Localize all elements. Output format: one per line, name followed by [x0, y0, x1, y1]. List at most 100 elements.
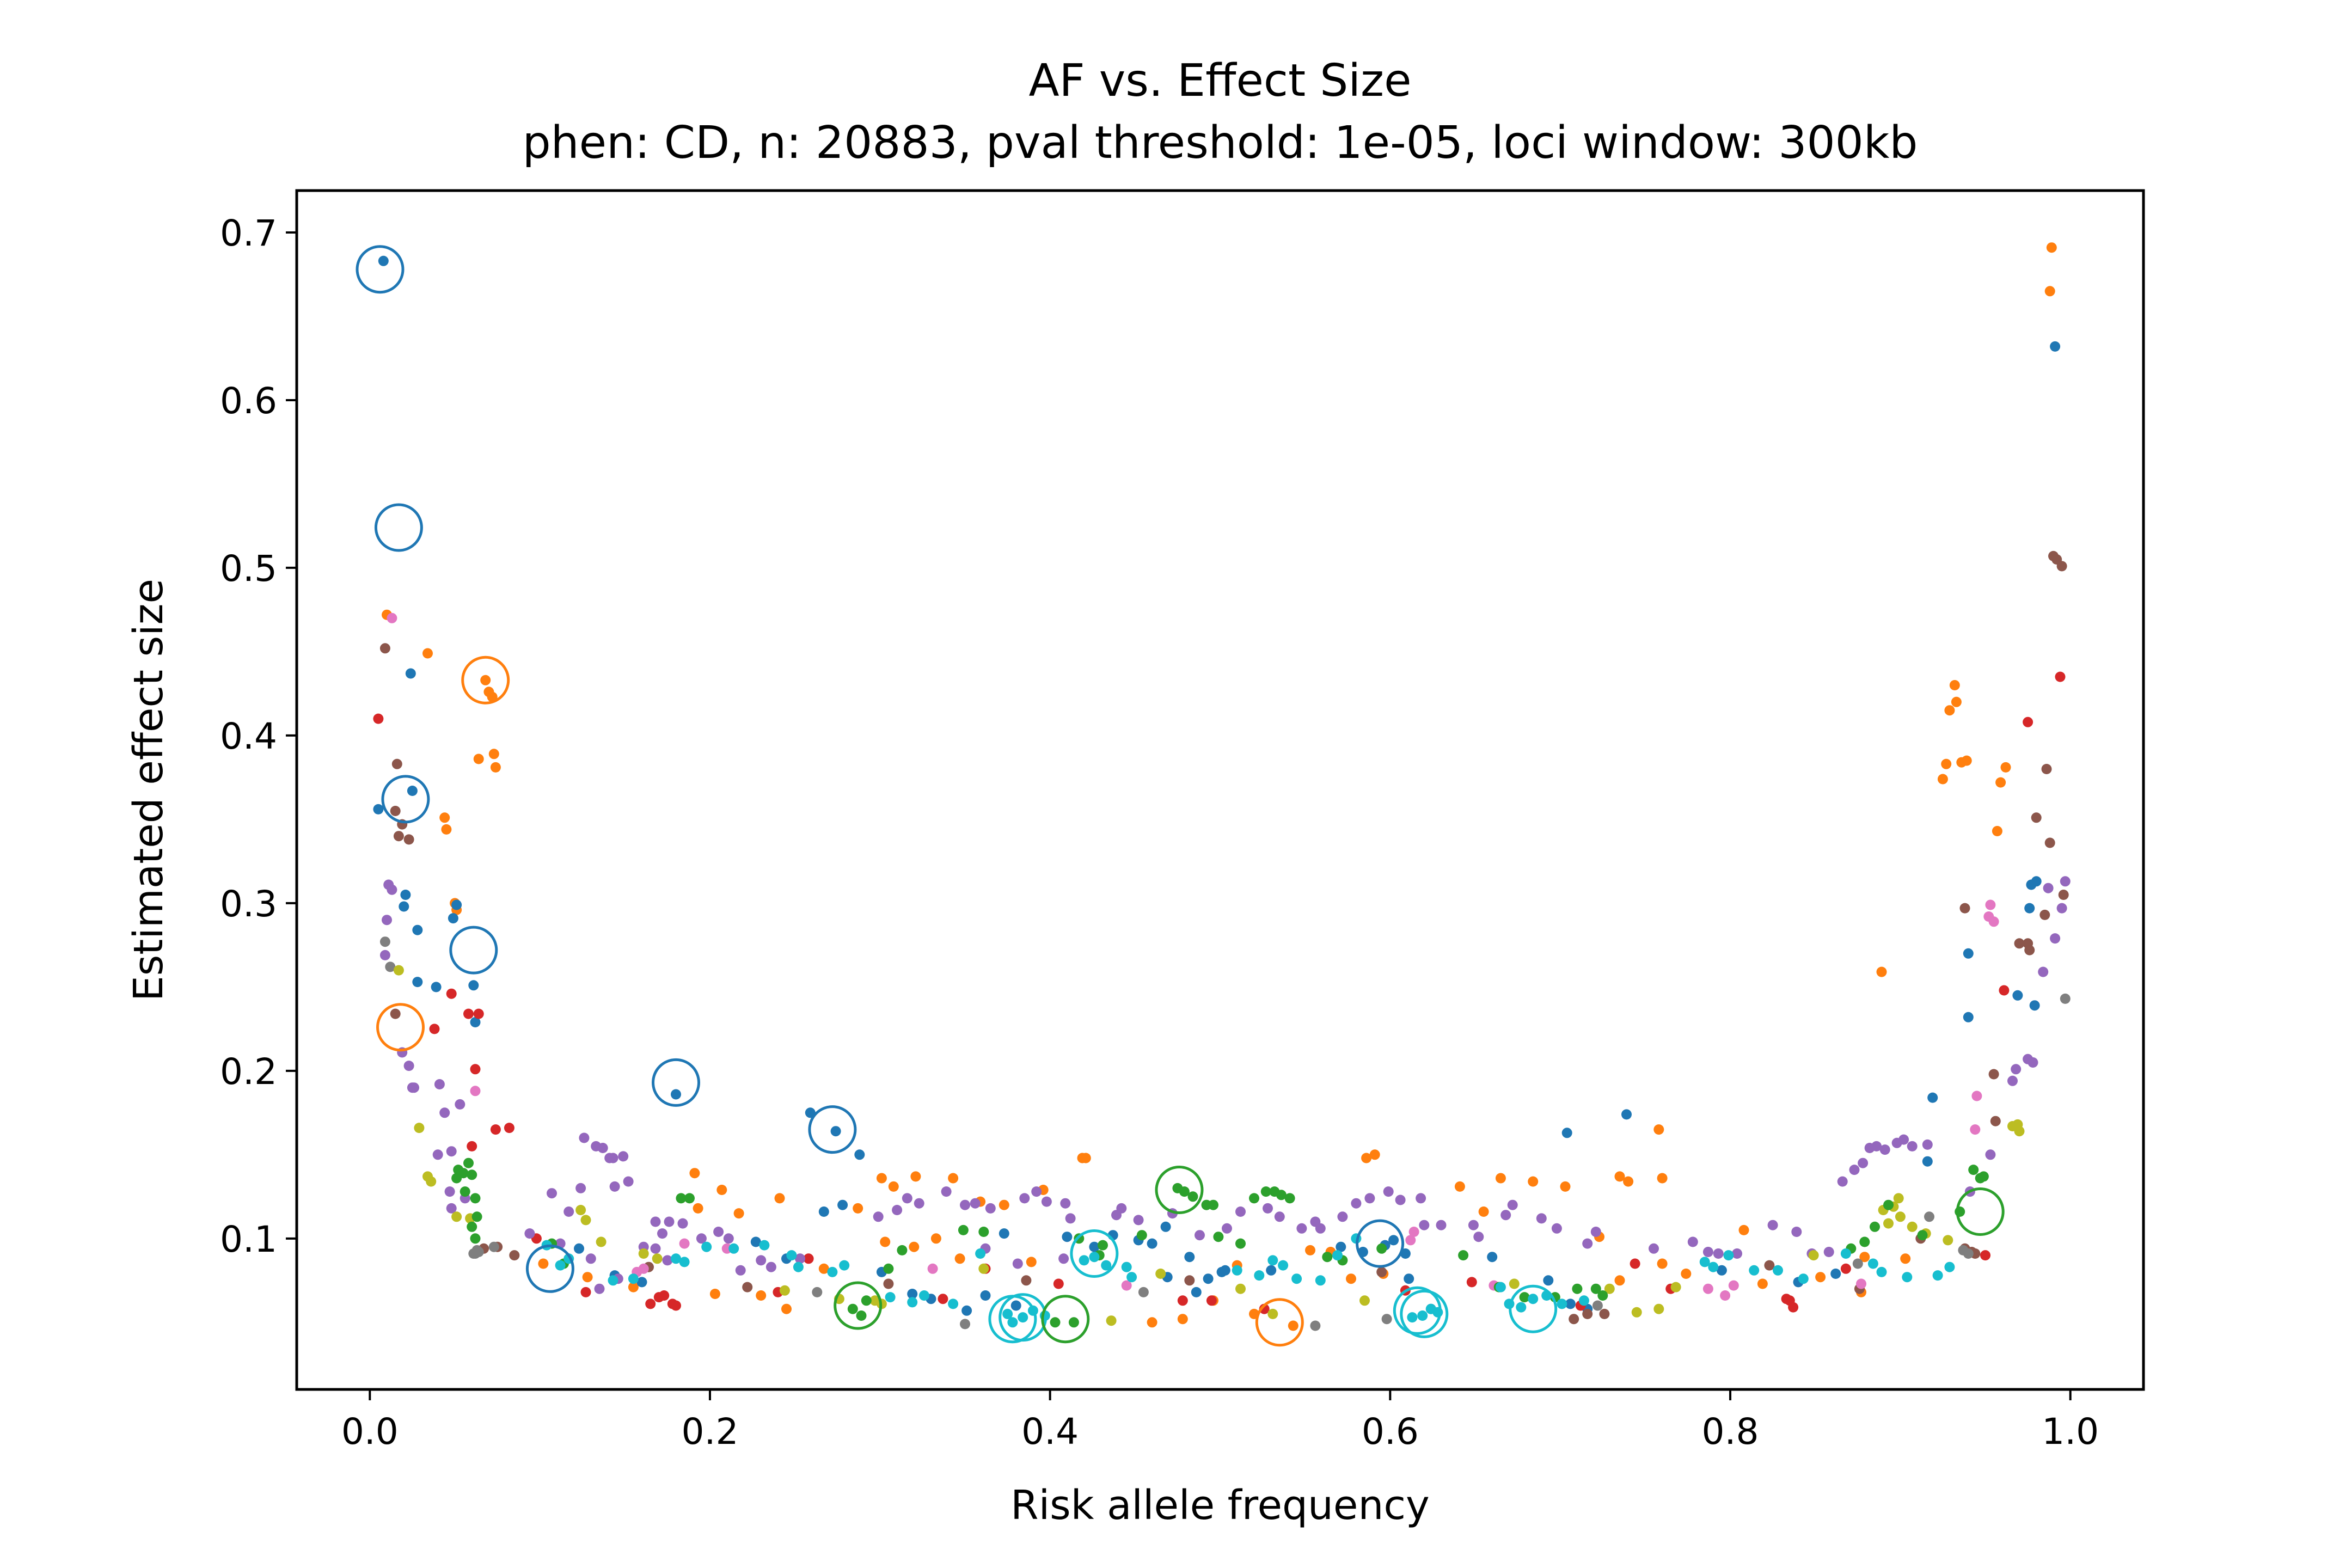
- data-point: [1749, 1265, 1760, 1276]
- data-point: [1267, 1255, 1278, 1266]
- data-point: [1068, 1317, 1079, 1328]
- data-point: [693, 1203, 703, 1214]
- data-point: [393, 965, 404, 976]
- highlighted-locus-marker: [1155, 1166, 1204, 1214]
- data-point: [1971, 1091, 1982, 1101]
- data-point: [460, 1186, 470, 1197]
- data-point: [2055, 671, 2066, 682]
- data-point: [1191, 1287, 1202, 1297]
- data-point: [664, 1216, 675, 1227]
- data-point: [379, 936, 390, 947]
- data-point: [1551, 1223, 1562, 1234]
- data-point: [888, 1181, 899, 1192]
- data-point: [448, 913, 458, 924]
- data-point: [948, 1173, 959, 1184]
- data-point: [1187, 1191, 1198, 1202]
- data-point: [1883, 1218, 1894, 1229]
- data-point: [1653, 1303, 1664, 1314]
- data-point: [818, 1263, 829, 1274]
- data-point: [779, 1285, 790, 1296]
- highlighted-locus-marker: [1400, 1289, 1449, 1338]
- x-axis: 0.0 0.2 0.4 0.6 0.8 1.0: [341, 1389, 2099, 1453]
- y-axis-label: Estimated effect size: [125, 579, 172, 1001]
- data-point: [480, 675, 491, 685]
- data-point: [1985, 1149, 1996, 1160]
- data-point: [2039, 909, 2050, 920]
- data-point: [1959, 903, 1970, 914]
- highlighted-locus-marker: [461, 656, 510, 705]
- data-point: [873, 1211, 884, 1222]
- data-point: [1604, 1283, 1615, 1294]
- data-point: [2014, 1126, 2025, 1137]
- data-point: [1922, 1139, 1933, 1150]
- y-tick-label: 0.7: [220, 212, 277, 254]
- data-point: [1007, 1317, 1018, 1328]
- highlighted-locus-marker: [999, 1293, 1048, 1342]
- data-point: [575, 1183, 586, 1193]
- data-point: [638, 1248, 649, 1259]
- data-point: [1922, 1156, 1933, 1167]
- y-tick-label: 0.5: [220, 548, 277, 590]
- data-point: [1687, 1236, 1698, 1247]
- data-point: [1621, 1109, 1632, 1120]
- data-point: [1315, 1275, 1326, 1286]
- data-point: [1184, 1275, 1195, 1286]
- data-point: [2043, 883, 2054, 893]
- data-point: [1578, 1295, 1589, 1306]
- data-point: [470, 1017, 481, 1027]
- data-point: [1614, 1275, 1625, 1286]
- data-point: [909, 1241, 920, 1252]
- data-point: [2044, 837, 2055, 848]
- data-point: [1992, 826, 2002, 836]
- data-point: [1021, 1275, 1032, 1286]
- data-point: [1767, 1220, 1778, 1230]
- data-point: [1031, 1186, 1042, 1197]
- data-point: [373, 713, 384, 724]
- data-point: [713, 1227, 724, 1237]
- data-point: [1732, 1248, 1742, 1259]
- data-point: [1876, 1266, 1887, 1277]
- data-point: [597, 1143, 608, 1153]
- data-point: [818, 1206, 829, 1217]
- data-point: [1720, 1290, 1731, 1301]
- data-point: [1949, 680, 1960, 690]
- data-point: [1944, 705, 1955, 716]
- data-point: [1536, 1213, 1547, 1224]
- data-point: [1509, 1278, 1520, 1289]
- data-point: [387, 884, 397, 895]
- data-point: [650, 1243, 661, 1254]
- data-point: [2044, 286, 2055, 297]
- data-point: [914, 1198, 924, 1209]
- data-point: [827, 1266, 838, 1277]
- data-point: [1859, 1236, 1870, 1247]
- data-point: [1065, 1213, 1076, 1224]
- data-point: [2011, 1064, 2022, 1075]
- data-point: [930, 1233, 941, 1244]
- data-point: [1944, 1261, 1955, 1272]
- data-point: [1702, 1283, 1713, 1294]
- data-point: [547, 1188, 557, 1199]
- data-point: [1041, 1196, 1052, 1207]
- data-point: [1561, 1128, 1572, 1138]
- data-point: [1614, 1171, 1625, 1182]
- x-axis-label: Risk allele frequency: [1010, 1482, 1430, 1529]
- data-point: [1582, 1308, 1593, 1319]
- data-point: [1468, 1220, 1479, 1230]
- highlighted-locus-marker: [356, 245, 405, 294]
- data-point: [750, 1236, 761, 1247]
- data-point: [883, 1278, 894, 1289]
- data-point: [1599, 1308, 1610, 1319]
- highlighted-locus-marker: [1070, 1229, 1119, 1278]
- data-point: [1516, 1302, 1527, 1313]
- data-point: [623, 1176, 634, 1187]
- data-point: [1859, 1252, 1870, 1263]
- data-point: [1466, 1277, 1477, 1288]
- data-point: [1121, 1280, 1132, 1291]
- data-point: [1590, 1283, 1601, 1294]
- data-point: [2031, 812, 2042, 823]
- data-point: [1572, 1283, 1583, 1294]
- data-point: [378, 255, 389, 266]
- data-point: [1565, 1298, 1576, 1309]
- data-point: [781, 1303, 792, 1314]
- y-tick-label: 0.6: [220, 380, 277, 422]
